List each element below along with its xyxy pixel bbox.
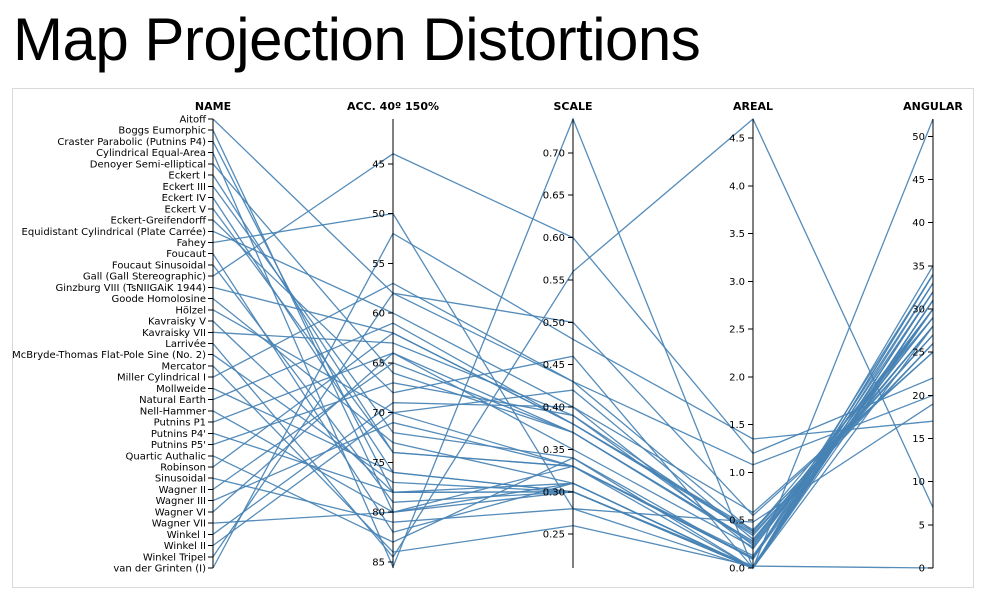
tick-label: Eckert IV: [162, 193, 207, 204]
tick-label: 4.0: [729, 181, 745, 192]
tick-label: 5: [919, 520, 925, 531]
tick-label: Eckert I: [168, 171, 206, 182]
tick-label: Eckert V: [165, 204, 207, 215]
tick-label: 0.45: [543, 360, 565, 371]
tick-label: 0.55: [543, 275, 565, 286]
tick-label: 0.65: [543, 191, 565, 202]
tick-label: van der Grinten (I): [113, 564, 206, 575]
tick-label: Ginzburg VIII (TsNIIGAiK 1944): [55, 283, 206, 294]
tick-label: Wagner III: [156, 496, 206, 507]
page-title: Map Projection Distortions: [13, 6, 701, 73]
tick-label: 60: [372, 309, 385, 320]
tick-label: Nell-Hammer: [140, 406, 207, 417]
tick-label: Fahey: [177, 238, 206, 249]
axis-angular: ANGULAR 0 5 10 15 20 25 30 35 40 45 50: [903, 100, 963, 575]
axis-scale: SCALE 0.25 0.30 0.35 0.40 0.45 0.50 0.55 0.60 0.6…: [543, 100, 593, 568]
tick-label: Winkel I: [167, 530, 206, 541]
tick-label: Equidistant Cylindrical (Plate Carrée): [22, 226, 207, 238]
tick-label: 35: [912, 261, 925, 272]
tick-label: Winkel Tripel: [143, 552, 206, 563]
tick-label: 85: [372, 558, 385, 569]
tick-label: Hölzel: [175, 305, 206, 316]
tick-label: Wagner II: [159, 485, 206, 496]
tick-label: 0.35: [543, 445, 565, 456]
tick-label: 65: [372, 358, 385, 369]
tick-label: Cylindrical Equal-Area: [96, 148, 206, 159]
tick-label: Kavraisky VII: [142, 328, 206, 339]
tick-label: 1.0: [729, 468, 745, 479]
tick-label: 70: [372, 408, 385, 419]
tick-label: 0: [919, 564, 925, 575]
tick-label: Aitoff: [179, 115, 207, 126]
tick-label: 15: [912, 434, 925, 445]
tick-label: Quartic Authalic: [126, 451, 206, 462]
tick-label: 0.0: [729, 564, 745, 575]
tick-label: Boggs Eumorphic: [118, 126, 206, 137]
tick-label: Sinusoidal: [155, 474, 206, 485]
tick-label: McBryde-Thomas Flat-Pole Sine (No. 2): [12, 350, 206, 361]
tick-label: 0.25: [543, 530, 565, 541]
tick-label: 3.0: [729, 277, 745, 288]
axis-title: ACC. 40º 150%: [347, 100, 439, 113]
tick-label: Natural Earth: [139, 395, 206, 406]
tick-label: Mollweide: [156, 384, 206, 395]
tick-label: 4.5: [729, 134, 745, 145]
axis-title: ANGULAR: [903, 100, 963, 113]
tick-label: Wagner VII: [152, 519, 206, 530]
tick-label: 1.5: [729, 420, 745, 431]
tick-label: Miller Cylindrical I: [117, 373, 206, 384]
tick-label: Foucaut: [166, 249, 206, 260]
tick-label: Robinson: [160, 462, 206, 473]
tick-label: 55: [372, 259, 385, 270]
tick-label: Winkel II: [164, 541, 206, 552]
tick-label: Foucaut Sinusoidal: [112, 260, 206, 271]
tick-label: 40: [912, 218, 925, 229]
axis-acc: ACC. 40º 150% 45 50 55 60 65 70 75 80 85: [347, 100, 439, 569]
tick-label: 0.30: [543, 487, 565, 498]
tick-label: 80: [372, 508, 385, 519]
tick-label: 50: [912, 132, 925, 143]
tick-label: 50: [372, 209, 385, 220]
tick-label: Eckert III: [163, 182, 206, 193]
tick-label: 10: [912, 477, 925, 488]
tick-label: 45: [912, 175, 925, 186]
axis-title: SCALE: [553, 100, 592, 113]
tick-label: 0.50: [543, 318, 565, 329]
axis-title: NAME: [195, 100, 231, 113]
tick-label: 3.5: [729, 229, 745, 240]
tick-label: Craster Parabolic (Putnins P4): [57, 137, 206, 148]
tick-label: 30: [912, 304, 925, 315]
tick-label: 20: [912, 391, 925, 402]
tick-label: Gall (Gall Stereographic): [83, 272, 206, 283]
tick-label: 0.5: [729, 516, 745, 527]
tick-label: Larrivée: [165, 338, 206, 350]
tick-label: Putnins P1: [154, 418, 206, 429]
tick-label: 0.70: [543, 148, 565, 159]
tick-label: Mercator: [162, 361, 207, 372]
tick-label: 0.40: [543, 403, 565, 414]
axis-title: AREAL: [733, 100, 773, 113]
chart-frame: [12, 88, 974, 588]
axis-areal: AREAL 0.0 0.5 1.0 1.5 2.0 2.5 3.0 3.5 4.0 4.5: [729, 100, 773, 575]
tick-label: Kavraisky V: [148, 317, 206, 328]
tick-label: Goode Homolosine: [111, 294, 206, 305]
tick-label: Eckert-Greifendorff: [111, 216, 208, 227]
tick-label: 45: [372, 159, 385, 170]
tick-label: 2.5: [729, 325, 745, 336]
tick-label: Wagner VI: [155, 507, 206, 518]
tick-label: Putnins P4': [151, 429, 206, 440]
tick-label: 0.60: [543, 233, 565, 244]
tick-label: 25: [912, 348, 925, 359]
tick-label: 75: [372, 458, 385, 469]
tick-label: 2.0: [729, 372, 745, 383]
tick-label: Putnins P5': [151, 440, 206, 451]
tick-label: Denoyer Semi-elliptical: [90, 159, 206, 170]
